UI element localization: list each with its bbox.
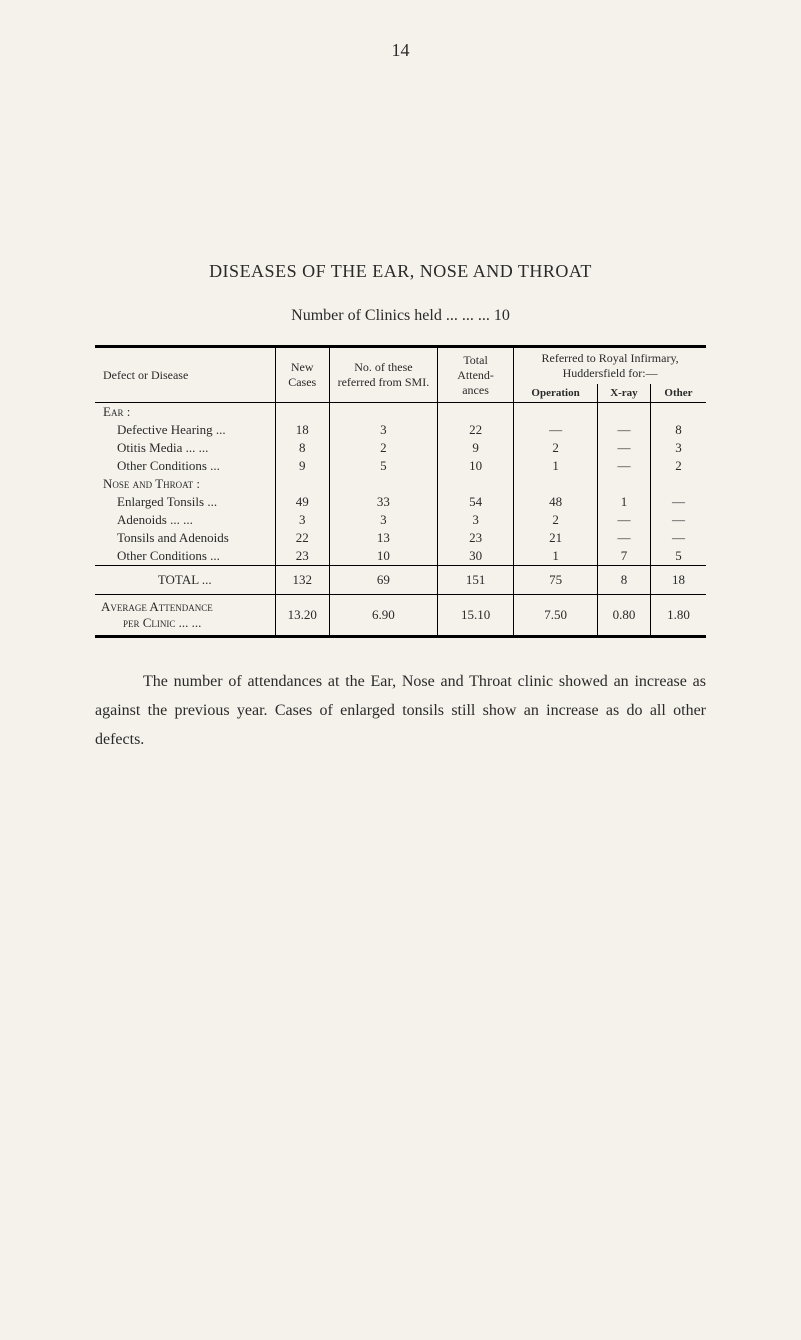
- cell: 7: [597, 547, 650, 566]
- table-row: Other Conditions ... 9 5 10 1 — 2: [95, 457, 706, 475]
- section-header: Ear :: [95, 403, 275, 422]
- cell: 9: [275, 457, 329, 475]
- cell: 3: [329, 511, 437, 529]
- cell: 8: [597, 566, 650, 595]
- cell: —: [597, 529, 650, 547]
- cell: 18: [650, 566, 706, 595]
- header-attendances: Total Attend-ances: [437, 347, 513, 403]
- cell: 7.50: [514, 595, 598, 637]
- cell: —: [650, 511, 706, 529]
- cell: 8: [650, 421, 706, 439]
- cell: 132: [275, 566, 329, 595]
- average-label-2: per Clinic ... ...: [101, 615, 201, 630]
- average-label: Average Attendance per Clinic ... ...: [95, 595, 275, 637]
- page-number: 14: [95, 40, 706, 61]
- cell: 10: [437, 457, 513, 475]
- cell: 151: [437, 566, 513, 595]
- row-label: Tonsils and Adenoids: [95, 529, 275, 547]
- cell: 0.80: [597, 595, 650, 637]
- total-label: TOTAL ...: [95, 566, 275, 595]
- cell: 15.10: [437, 595, 513, 637]
- table-row: Ear :: [95, 403, 706, 422]
- cell: 3: [329, 421, 437, 439]
- average-row: Average Attendance per Clinic ... ... 13…: [95, 595, 706, 637]
- header-operation: Operation: [514, 384, 598, 403]
- cell: —: [514, 421, 598, 439]
- table-row: Adenoids ... ... 3 3 3 2 — —: [95, 511, 706, 529]
- cell: 18: [275, 421, 329, 439]
- cell: 54: [437, 493, 513, 511]
- cell: —: [597, 439, 650, 457]
- cell: 1: [514, 457, 598, 475]
- cell: 3: [437, 511, 513, 529]
- disease-table: Defect or Disease New Cases No. of these…: [95, 345, 706, 638]
- section-header: Nose and Throat :: [95, 475, 275, 493]
- cell: 2: [650, 457, 706, 475]
- cell: —: [597, 511, 650, 529]
- header-referred-royal: Referred to Royal Infirmary, Huddersfiel…: [514, 347, 706, 385]
- table-row: Nose and Throat :: [95, 475, 706, 493]
- table-row: Defective Hearing ... 18 3 22 — — 8: [95, 421, 706, 439]
- header-new-cases: New Cases: [275, 347, 329, 403]
- total-row: TOTAL ... 132 69 151 75 8 18: [95, 566, 706, 595]
- cell: 2: [514, 511, 598, 529]
- cell: 1: [514, 547, 598, 566]
- header-other: Other: [650, 384, 706, 403]
- row-label: Defective Hearing ...: [95, 421, 275, 439]
- cell: 21: [514, 529, 598, 547]
- cell: 2: [514, 439, 598, 457]
- cell: 9: [437, 439, 513, 457]
- cell: 2: [329, 439, 437, 457]
- header-xray: X-ray: [597, 384, 650, 403]
- cell: 22: [437, 421, 513, 439]
- row-label: Enlarged Tonsils ...: [95, 493, 275, 511]
- cell: 1: [597, 493, 650, 511]
- cell: 8: [275, 439, 329, 457]
- cell: 75: [514, 566, 598, 595]
- cell: 22: [275, 529, 329, 547]
- table-row: Enlarged Tonsils ... 49 33 54 48 1 —: [95, 493, 706, 511]
- cell: 10: [329, 547, 437, 566]
- cell: 13.20: [275, 595, 329, 637]
- cell: 13: [329, 529, 437, 547]
- row-label: Adenoids ... ...: [95, 511, 275, 529]
- cell: 5: [329, 457, 437, 475]
- page-title: DISEASES OF THE EAR, NOSE AND THROAT: [95, 261, 706, 282]
- cell: 5: [650, 547, 706, 566]
- table-row: Otitis Media ... ... 8 2 9 2 — 3: [95, 439, 706, 457]
- cell: —: [650, 493, 706, 511]
- table-row: Other Conditions ... 23 10 30 1 7 5: [95, 547, 706, 566]
- cell: 30: [437, 547, 513, 566]
- average-label-1: Average Attendance: [101, 599, 213, 614]
- cell: —: [597, 421, 650, 439]
- cell: 1.80: [650, 595, 706, 637]
- header-defect: Defect or Disease: [95, 347, 275, 403]
- cell: 6.90: [329, 595, 437, 637]
- cell: —: [650, 529, 706, 547]
- cell: 3: [275, 511, 329, 529]
- cell: 3: [650, 439, 706, 457]
- cell: 33: [329, 493, 437, 511]
- row-label: Other Conditions ...: [95, 547, 275, 566]
- header-referred: No. of these referred from SMI.: [329, 347, 437, 403]
- cell: —: [597, 457, 650, 475]
- body-text: The number of attendances at the Ear, No…: [95, 668, 706, 754]
- subtitle: Number of Clinics held ... ... ... 10: [95, 307, 706, 325]
- cell: 69: [329, 566, 437, 595]
- row-label: Other Conditions ...: [95, 457, 275, 475]
- row-label: Otitis Media ... ...: [95, 439, 275, 457]
- cell: 23: [275, 547, 329, 566]
- cell: 48: [514, 493, 598, 511]
- cell: 23: [437, 529, 513, 547]
- table-row: Tonsils and Adenoids 22 13 23 21 — —: [95, 529, 706, 547]
- cell: 49: [275, 493, 329, 511]
